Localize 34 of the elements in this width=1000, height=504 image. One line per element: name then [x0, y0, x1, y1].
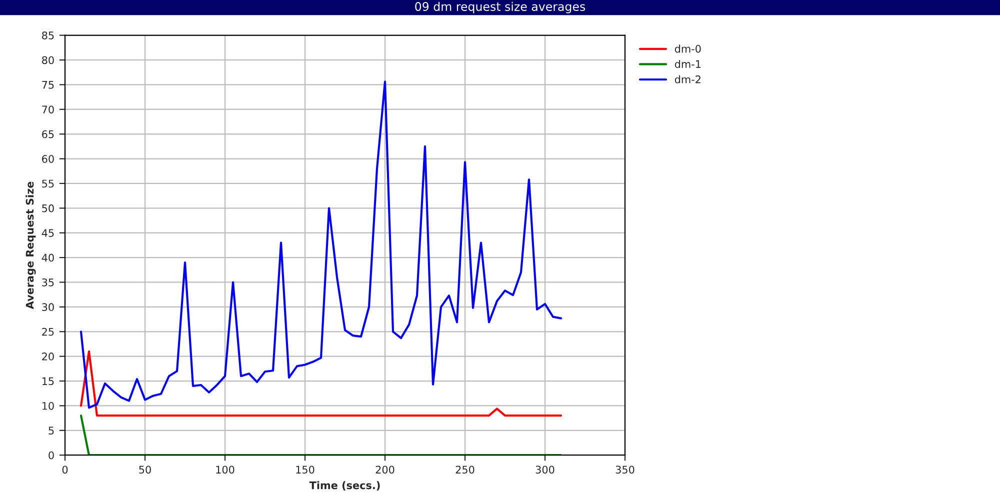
y-tick-label: 85 — [42, 32, 54, 40]
x-tick-label: 250 — [456, 466, 474, 474]
x-tick-label: 0 — [62, 466, 68, 474]
y-axis-title: Average Request Size — [26, 182, 36, 310]
x-axis-title: Time (secs.) — [309, 481, 380, 490]
y-tick-label: 75 — [42, 81, 54, 89]
y-tick-label: 55 — [42, 180, 54, 188]
chart-title: 09 dm request size averages — [415, 2, 586, 14]
y-tick-label: 80 — [42, 56, 54, 64]
line-series — [80, 350, 562, 417]
x-tick-label: 300 — [536, 466, 554, 474]
y-tick-label: 35 — [42, 278, 54, 286]
y-tick-label: 40 — [42, 254, 54, 262]
legend-label: dm-2 — [674, 75, 700, 84]
y-tick-label: 30 — [42, 303, 54, 312]
y-tick-label: 10 — [42, 402, 54, 410]
y-tick-label: 70 — [42, 106, 54, 114]
x-tick-label: 350 — [616, 466, 634, 474]
x-tick-label: 150 — [296, 466, 314, 474]
y-tick-label: 50 — [42, 204, 54, 212]
x-tick-label: 200 — [376, 466, 394, 474]
y-tick-label: 25 — [42, 328, 54, 336]
y-tick-label: 15 — [42, 377, 54, 386]
y-tick-label: 0 — [48, 451, 54, 460]
legend-label: dm-0 — [674, 44, 701, 53]
legend-label: dm-1 — [674, 60, 701, 68]
y-tick-label: 60 — [42, 154, 54, 163]
y-tick-label: 5 — [48, 426, 54, 435]
line-series — [80, 80, 562, 409]
y-tick-label: 20 — [42, 352, 54, 360]
y-tick-label: 45 — [42, 229, 54, 237]
x-tick-label: 100 — [216, 466, 234, 474]
x-tick-label: 50 — [139, 466, 151, 474]
y-tick-label: 65 — [42, 130, 54, 138]
